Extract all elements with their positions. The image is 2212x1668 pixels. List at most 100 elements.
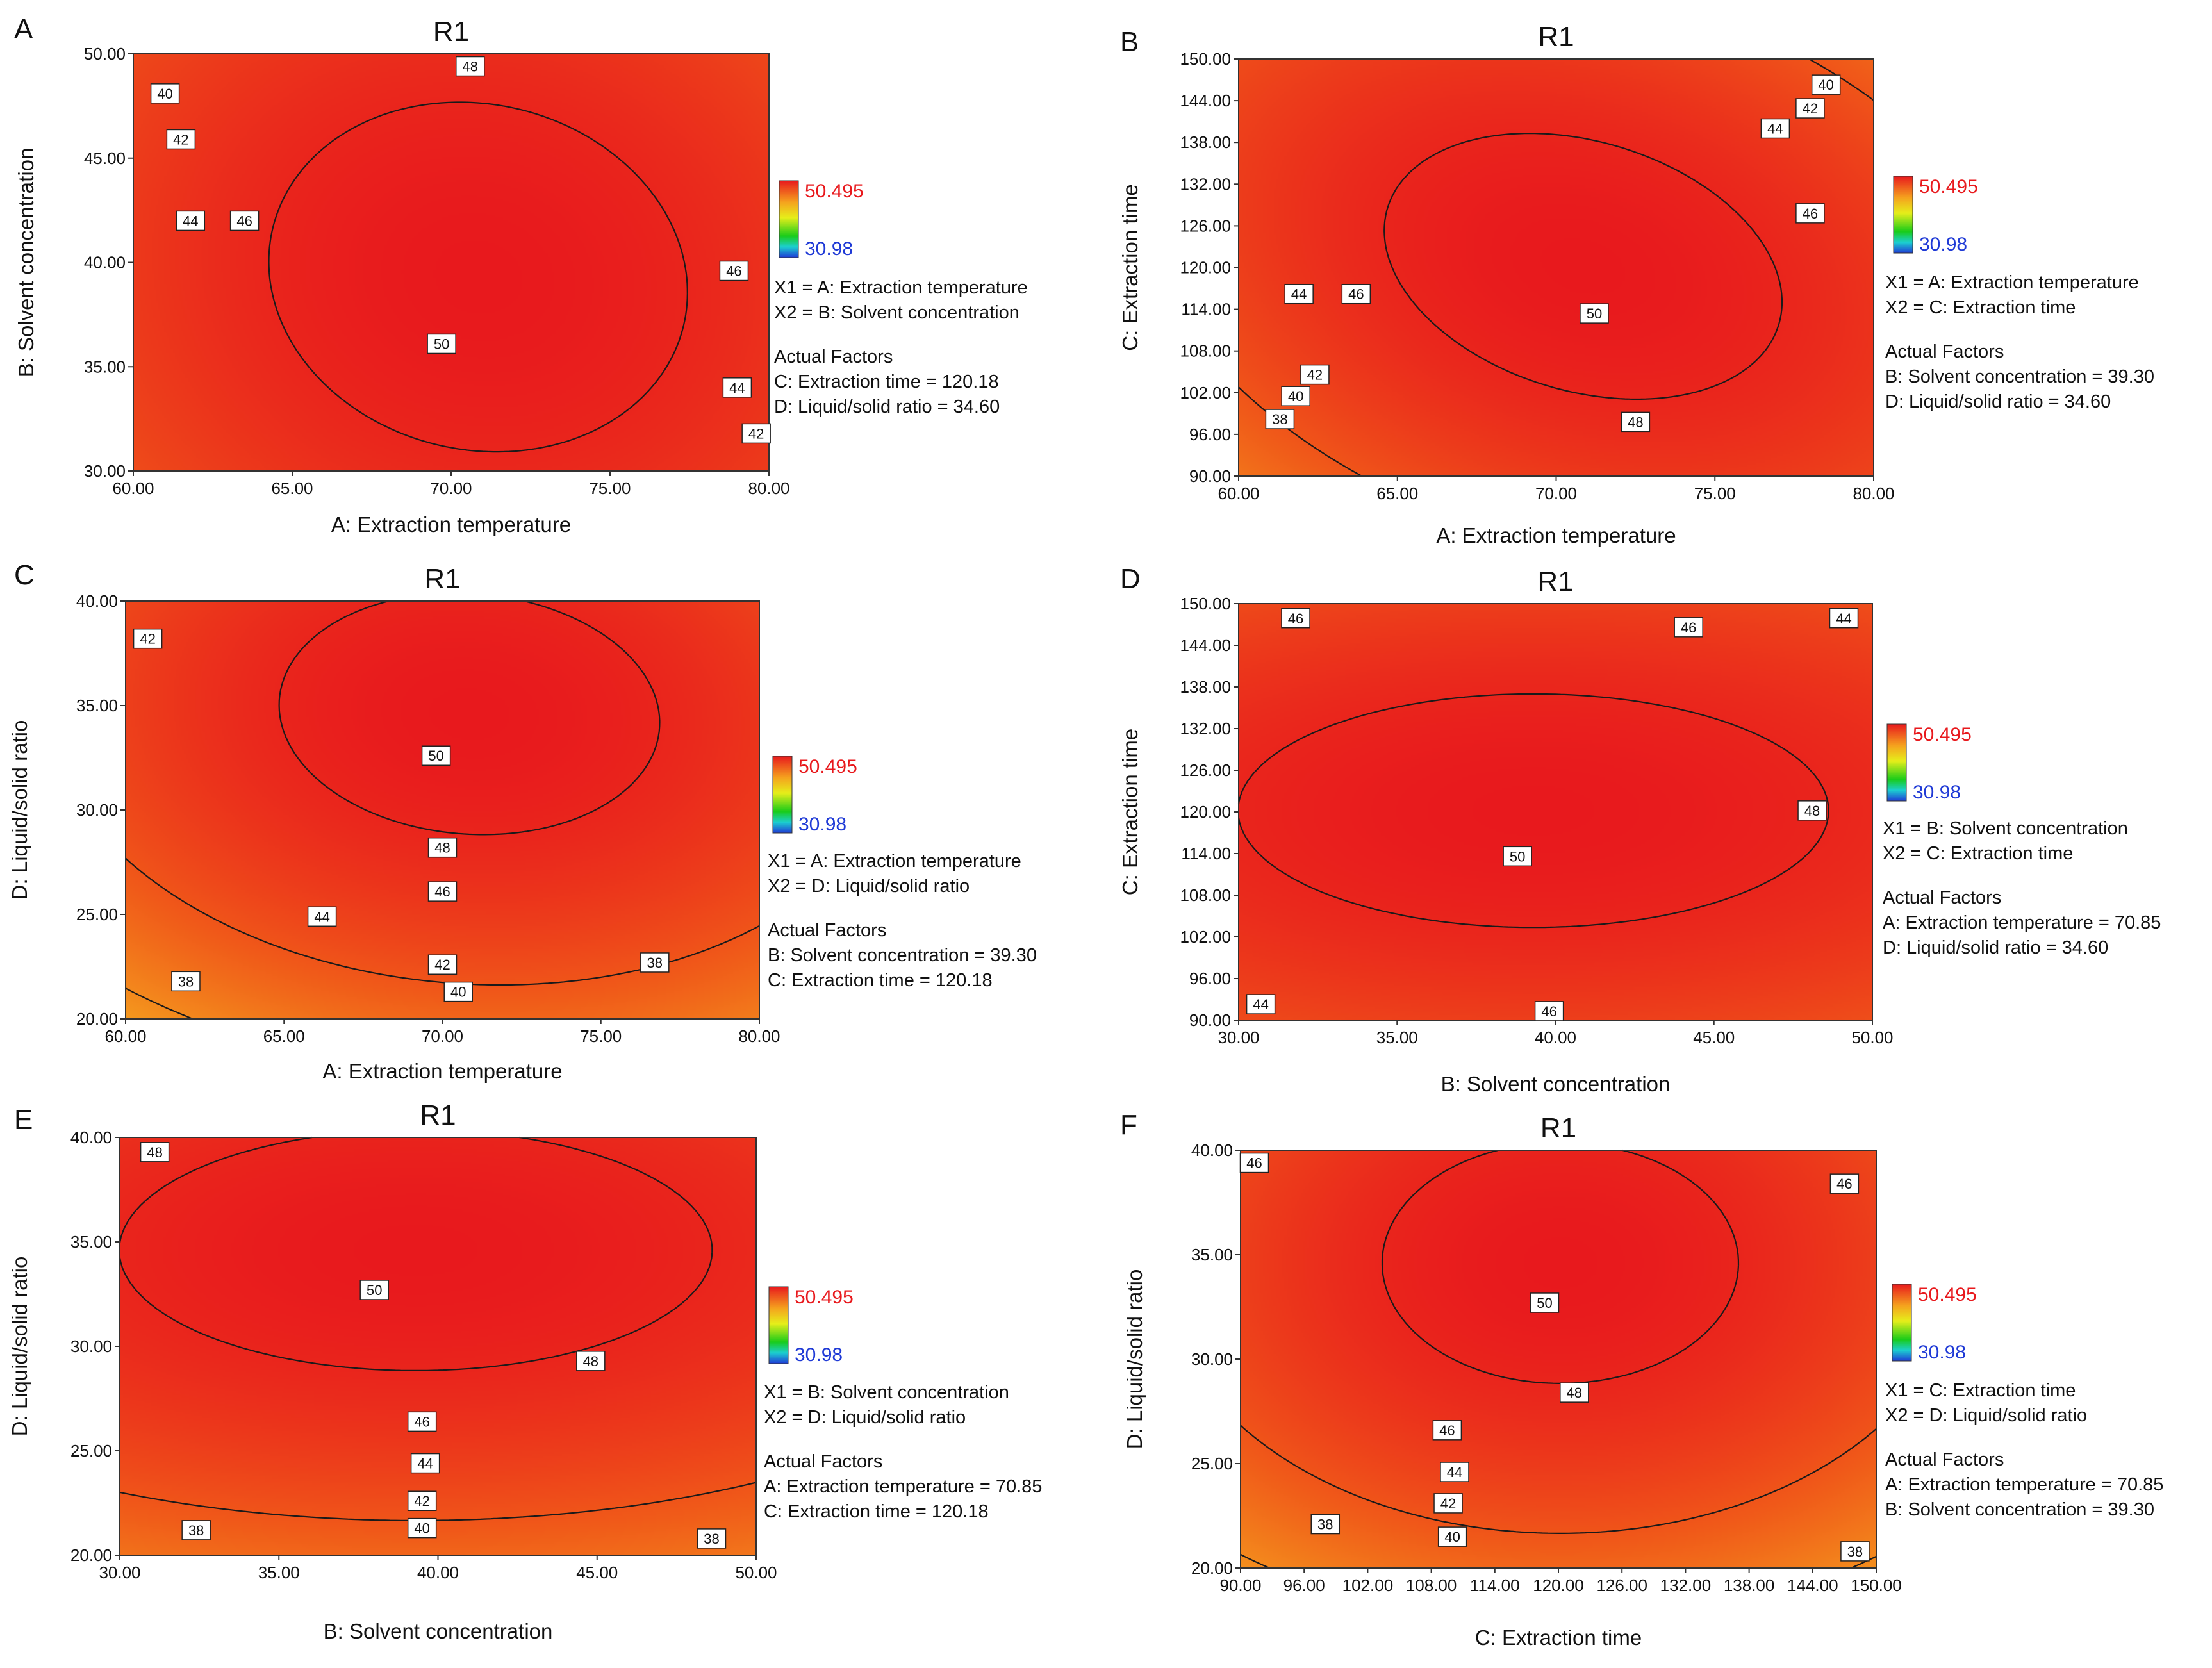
y-tick-label: 25.00 bbox=[70, 1441, 112, 1460]
contour-label-box bbox=[456, 56, 485, 77]
x-tick-label: 150.00 bbox=[1851, 1576, 1902, 1595]
contour-label: 46 bbox=[1681, 620, 1696, 636]
x-tick-label: 70.00 bbox=[1535, 484, 1577, 503]
contour-label-box bbox=[1310, 1514, 1341, 1535]
panel-letter: F bbox=[1120, 1109, 1137, 1141]
actual-factor-2: C: Extraction time = 120.18 bbox=[764, 1501, 989, 1522]
colorbar-max-label: 50.495 bbox=[1913, 724, 1972, 745]
x-axis-label: C: Extraction time bbox=[1475, 1626, 1642, 1649]
contour-label: 44 bbox=[1767, 121, 1783, 137]
contour-label: 38 bbox=[704, 1531, 719, 1547]
x-tick-label: 96.00 bbox=[1283, 1576, 1325, 1595]
contour-panel-f: 46 46 50 48 46 44 42 40 38 38 90.00 96.00 102.00 108.… bbox=[1120, 1109, 2163, 1649]
y-tick-label: 35.00 bbox=[1191, 1245, 1233, 1264]
colorbar-max-label: 50.495 bbox=[805, 181, 864, 202]
y-tick-label: 132.00 bbox=[1180, 174, 1231, 194]
actual-factor-2: D: Liquid/solid ratio = 34.60 bbox=[1885, 392, 2111, 412]
y-tick-label: 40.00 bbox=[1191, 1141, 1233, 1160]
y-tick-label: 102.00 bbox=[1180, 383, 1231, 402]
contour-label-box bbox=[1281, 608, 1310, 629]
x-tick-label: 75.00 bbox=[589, 479, 631, 498]
contour-label-box bbox=[1840, 1541, 1870, 1562]
actual-factor-1: A: Extraction temperature = 70.85 bbox=[764, 1476, 1042, 1497]
y-tick-label: 138.00 bbox=[1180, 677, 1231, 697]
y-tick-label: 120.00 bbox=[1180, 258, 1231, 277]
y-tick-label: 144.00 bbox=[1180, 636, 1231, 655]
y-tick-label: 108.00 bbox=[1180, 886, 1231, 905]
contour-line-50 bbox=[1381, 1149, 1740, 1384]
contour-label: 44 bbox=[1836, 611, 1851, 627]
x-tick-label: 65.00 bbox=[263, 1027, 305, 1046]
actual-factor-1: A: Extraction temperature = 70.85 bbox=[1885, 1474, 2163, 1495]
colorbar-max-label: 50.495 bbox=[1918, 1284, 1977, 1305]
contour-label: 44 bbox=[183, 213, 198, 229]
x-axis-label: B: Solvent concentration bbox=[1441, 1072, 1671, 1096]
contour-label-box bbox=[427, 881, 458, 902]
y-tick-label: 35.00 bbox=[76, 696, 118, 715]
colorbar bbox=[768, 1286, 789, 1364]
contour-label: 40 bbox=[157, 86, 172, 102]
panel-letter: D bbox=[1120, 563, 1141, 595]
y-tick-label: 144.00 bbox=[1180, 91, 1231, 110]
contour-label-box bbox=[407, 1517, 437, 1539]
contour-label: 44 bbox=[1447, 1464, 1462, 1480]
contour-label-box bbox=[1503, 846, 1532, 867]
contour-label: 48 bbox=[463, 59, 478, 75]
contour-label: 46 bbox=[434, 884, 450, 900]
contour-label: 38 bbox=[1272, 411, 1287, 427]
contour-label-box bbox=[1300, 364, 1330, 385]
chart-title: R1 bbox=[1537, 566, 1573, 597]
y-tick-label: 40.00 bbox=[84, 253, 126, 272]
chart-title: R1 bbox=[1540, 1112, 1576, 1144]
y-axis-label: C: Extraction time bbox=[1118, 729, 1142, 895]
y-tick-label: 50.00 bbox=[84, 44, 126, 63]
panel-letter: A bbox=[14, 13, 33, 45]
contour-label-box bbox=[1797, 800, 1827, 821]
contour-label-box bbox=[697, 1528, 727, 1549]
x1-factor: X1 = A: Extraction temperature bbox=[774, 277, 1028, 298]
x-tick-label: 50.00 bbox=[1851, 1028, 1893, 1047]
contour-label-box bbox=[421, 745, 451, 766]
x-tick-label: 40.00 bbox=[417, 1563, 459, 1582]
y-tick-label: 45.00 bbox=[84, 149, 126, 168]
y-tick-label: 20.00 bbox=[1191, 1558, 1233, 1578]
contour-line-50 bbox=[1383, 133, 1783, 400]
y-axis-label: D: Liquid/solid ratio bbox=[8, 1257, 31, 1437]
contour-label-box bbox=[1284, 283, 1314, 304]
actual-factors-heading: Actual Factors bbox=[1883, 888, 2001, 908]
x-tick-label: 50.00 bbox=[735, 1563, 777, 1582]
x-tick-label: 80.00 bbox=[1853, 484, 1894, 503]
chart-title: R1 bbox=[1538, 21, 1574, 53]
contour-label: 46 bbox=[726, 263, 741, 279]
colorbar-min-label: 30.98 bbox=[1918, 1342, 1966, 1363]
x-tick-label: 60.00 bbox=[104, 1027, 146, 1046]
contour-label: 48 bbox=[147, 1144, 162, 1160]
x2-factor: X2 = D: Liquid/solid ratio bbox=[768, 876, 970, 896]
contour-label-box bbox=[719, 260, 749, 281]
y-tick-label: 120.00 bbox=[1180, 802, 1231, 822]
contour-label-box bbox=[1437, 1526, 1467, 1547]
y-tick-label: 30.00 bbox=[76, 800, 118, 820]
contour-label: 38 bbox=[1847, 1544, 1863, 1560]
contour-label: 48 bbox=[1567, 1385, 1582, 1401]
y-tick-label: 126.00 bbox=[1180, 216, 1231, 235]
x1-factor: X1 = A: Extraction temperature bbox=[768, 851, 1021, 871]
contour-line-50 bbox=[268, 101, 688, 453]
y-axis-label: D: Liquid/solid ratio bbox=[8, 720, 31, 900]
x1-factor: X1 = B: Solvent concentration bbox=[764, 1382, 1009, 1403]
contour-label: 42 bbox=[1307, 367, 1323, 383]
contour-label-box bbox=[443, 981, 473, 1002]
contour-label: 44 bbox=[729, 380, 745, 396]
y-tick-label: 20.00 bbox=[76, 1009, 118, 1028]
x2-factor: X2 = D: Liquid/solid ratio bbox=[764, 1407, 966, 1428]
contour-label: 46 bbox=[1288, 611, 1303, 627]
contour-label: 46 bbox=[1836, 1176, 1852, 1192]
contour-panel-d: 46 46 44 50 48 44 46 30.00 35.00 40.00 45.00 50.00 9… bbox=[1118, 563, 2161, 1096]
x-tick-label: 30.00 bbox=[1217, 1028, 1259, 1047]
colorbar-max-label: 50.495 bbox=[795, 1287, 854, 1308]
actual-factor-2: D: Liquid/solid ratio = 34.60 bbox=[774, 397, 1000, 417]
y-tick-label: 96.00 bbox=[1189, 969, 1231, 988]
